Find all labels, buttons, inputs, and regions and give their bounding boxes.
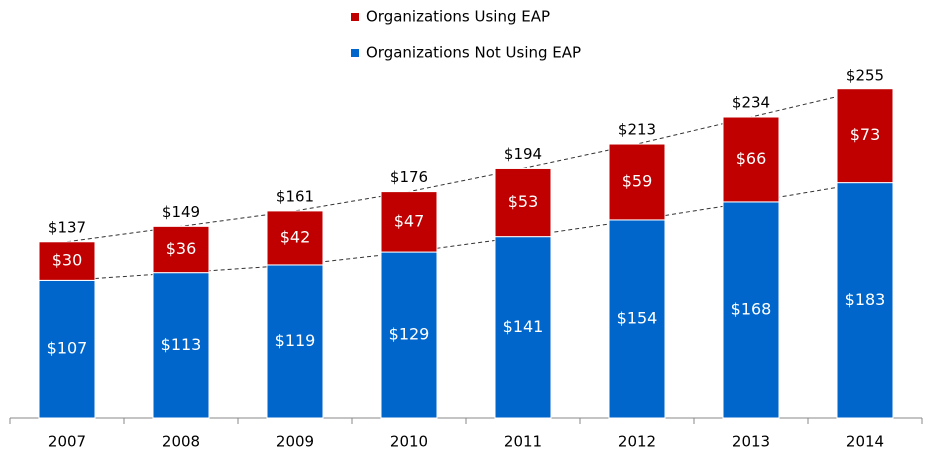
value-label: $129 xyxy=(389,325,430,344)
value-label: $183 xyxy=(845,290,886,309)
value-label: $113 xyxy=(161,335,202,354)
x-tick-label: 2009 xyxy=(276,433,314,451)
bar-segment xyxy=(836,182,894,419)
value-label: $53 xyxy=(508,192,539,211)
total-label: $137 xyxy=(48,218,86,236)
value-label: $119 xyxy=(275,331,316,350)
bar-segment xyxy=(266,264,324,419)
x-tick-label: 2014 xyxy=(846,433,884,451)
value-label: $36 xyxy=(166,239,197,258)
value-label: $47 xyxy=(394,211,425,230)
total-label: $161 xyxy=(276,187,314,205)
x-tick-label: 2008 xyxy=(162,433,200,451)
value-label: $66 xyxy=(736,149,767,168)
value-label: $168 xyxy=(731,299,772,318)
total-label: $176 xyxy=(390,168,428,186)
legend-swatch xyxy=(351,49,359,57)
bar-segment xyxy=(608,219,666,419)
x-tick-label: 2010 xyxy=(390,433,428,451)
x-tick-label: 2011 xyxy=(504,433,542,451)
total-label: $213 xyxy=(618,121,656,139)
bar-segment xyxy=(152,225,210,274)
bar-segment xyxy=(266,210,324,266)
bar-segment xyxy=(152,272,210,419)
x-tick-label: 2013 xyxy=(732,433,770,451)
total-label: $255 xyxy=(846,67,884,85)
legend-swatch xyxy=(351,13,359,21)
x-tick-label: 2012 xyxy=(618,433,656,451)
total-label: $234 xyxy=(732,94,770,112)
value-label: $141 xyxy=(503,317,544,336)
bar-segment xyxy=(494,167,552,238)
legend-label: Organizations Not Using EAP xyxy=(366,44,581,62)
bar-segment xyxy=(38,279,96,419)
value-label: $154 xyxy=(617,308,658,327)
bar-segment xyxy=(380,191,438,253)
value-label: $73 xyxy=(850,125,881,144)
x-tick-label: 2007 xyxy=(48,433,86,451)
value-label: $59 xyxy=(622,171,653,190)
total-label: $194 xyxy=(504,145,542,163)
total-label: $149 xyxy=(162,203,200,221)
bar-segment xyxy=(836,88,894,184)
bar-segment xyxy=(38,241,96,281)
bar-segment xyxy=(608,143,666,221)
value-label: $107 xyxy=(47,339,88,358)
bar-segment xyxy=(722,116,780,203)
bar-segment xyxy=(722,201,780,419)
bar-segment xyxy=(494,236,552,419)
value-label: $42 xyxy=(280,227,311,246)
legend-label: Organizations Using EAP xyxy=(366,8,550,26)
connector-line xyxy=(66,89,866,243)
value-label: $30 xyxy=(52,251,83,270)
